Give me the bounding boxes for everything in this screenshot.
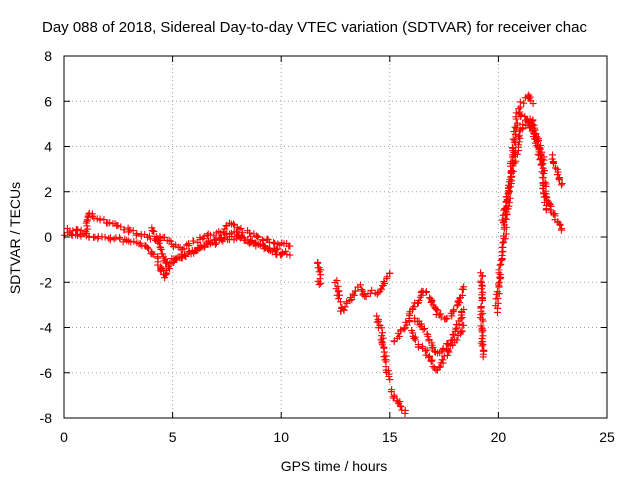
x-tick-label: 0 [60, 429, 68, 445]
x-axis-label: GPS time / hours [281, 458, 388, 474]
y-tick-label: -4 [40, 320, 53, 336]
y-tick-label: 8 [44, 48, 52, 64]
y-tick-label: 0 [44, 229, 52, 245]
y-axis-ticks: -8 -6 -4 -2 0 2 4 6 8 [40, 48, 607, 426]
y-tick-label: 6 [44, 93, 52, 109]
data-points [61, 91, 566, 417]
y-tick-label: -6 [40, 365, 53, 381]
grid [64, 56, 607, 418]
data-marker-cloud [61, 91, 566, 417]
y-tick-label: -2 [40, 274, 53, 290]
y-tick-label: -8 [40, 410, 53, 426]
y-axis-label: SDTVAR / TECUs [7, 182, 23, 294]
y-tick-label: 2 [44, 184, 52, 200]
x-tick-label: 20 [491, 429, 507, 445]
y-tick-label: 4 [44, 139, 52, 155]
x-tick-label: 15 [382, 429, 398, 445]
x-axis-ticks: 0 5 10 15 20 25 [60, 56, 615, 445]
x-tick-label: 10 [273, 429, 289, 445]
x-tick-label: 25 [599, 429, 615, 445]
chart-title: Day 088 of 2018, Sidereal Day-to-day VTE… [42, 19, 587, 36]
x-tick-label: 5 [169, 429, 177, 445]
